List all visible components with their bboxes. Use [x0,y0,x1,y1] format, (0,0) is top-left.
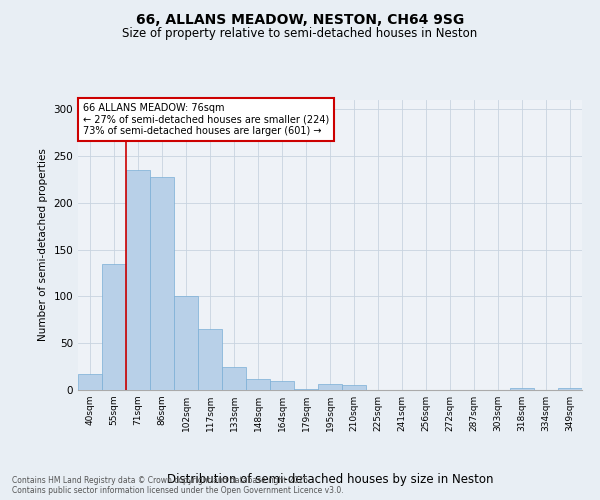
Bar [174,296,198,390]
Bar [102,264,126,390]
Text: Contains HM Land Registry data © Crown copyright and database right 2025.
Contai: Contains HM Land Registry data © Crown c… [12,476,344,495]
Bar [270,380,294,390]
Bar [198,329,222,390]
X-axis label: Distribution of semi-detached houses by size in Neston: Distribution of semi-detached houses by … [167,473,493,486]
Bar [246,379,270,390]
Bar [150,176,174,390]
Bar [78,374,102,390]
Bar [294,389,318,390]
Bar [558,388,582,390]
Bar [342,386,366,390]
Text: Size of property relative to semi-detached houses in Neston: Size of property relative to semi-detach… [122,28,478,40]
Bar [510,388,534,390]
Text: 66 ALLANS MEADOW: 76sqm
← 27% of semi-detached houses are smaller (224)
73% of s: 66 ALLANS MEADOW: 76sqm ← 27% of semi-de… [83,103,329,136]
Bar [318,384,342,390]
Text: 66, ALLANS MEADOW, NESTON, CH64 9SG: 66, ALLANS MEADOW, NESTON, CH64 9SG [136,12,464,26]
Y-axis label: Number of semi-detached properties: Number of semi-detached properties [38,148,48,342]
Bar [126,170,150,390]
Bar [222,366,246,390]
